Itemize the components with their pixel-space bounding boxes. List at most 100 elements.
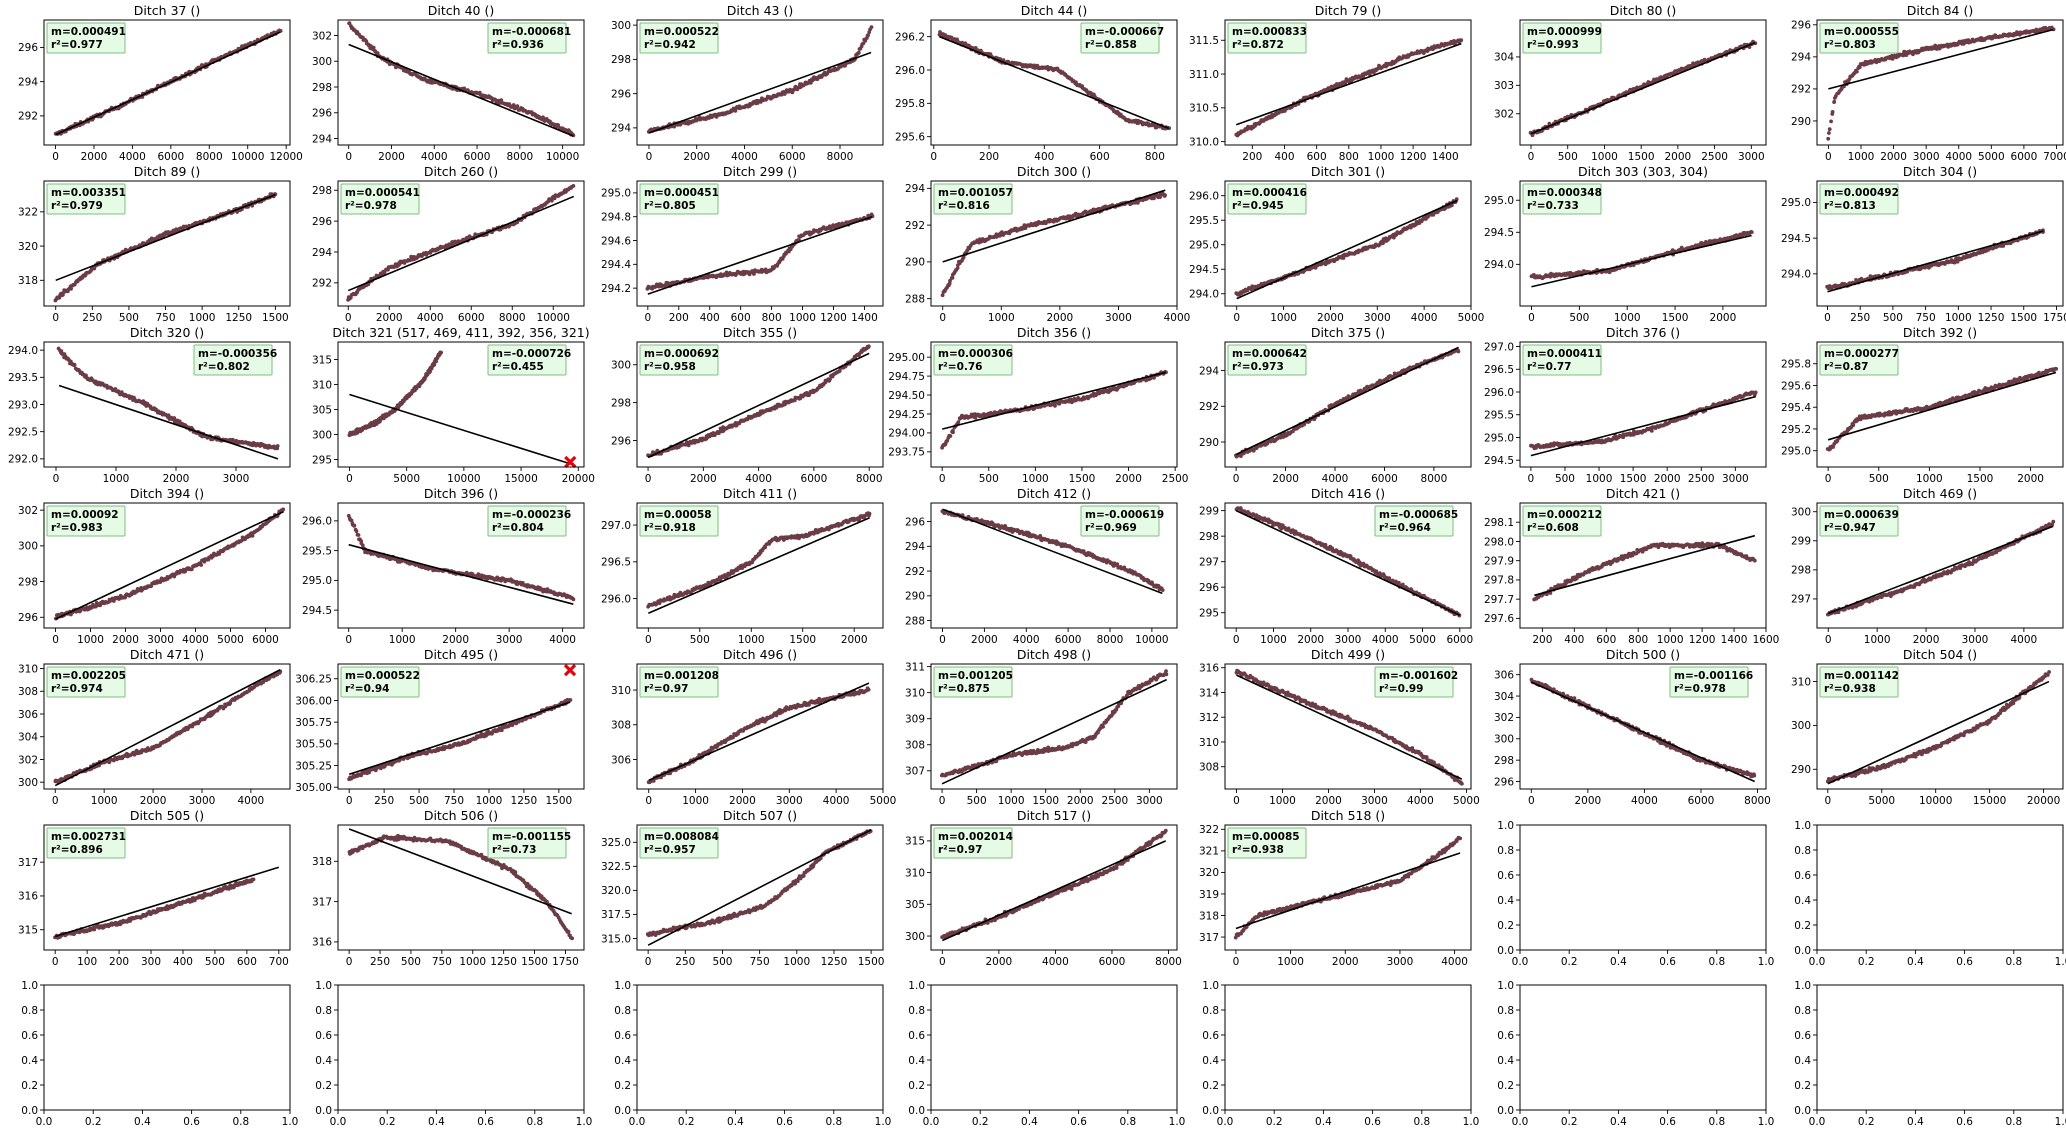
y-tick-label: 300 [905,931,925,943]
x-tick-label: 3000 [776,795,803,807]
y-tick-label: 0.6 [1497,870,1514,882]
subplot-title: Ditch 80 () [1610,3,1676,18]
x-tick-label: 3000 [1105,312,1132,324]
y-tick-label: 298 [312,82,332,94]
y-tick-label: 308 [905,740,925,752]
x-tick-label: 0 [346,956,353,968]
y-axis: 290 300 310 [1791,676,1817,776]
subplot-title: Ditch 37 () [134,3,200,18]
y-tick-label: 311.5 [1189,35,1219,47]
x-tick-label: 1500 [1662,312,1689,324]
data-points [346,513,576,602]
y-axis: 0.0 0.2 0.4 0.6 0.8 1.0 [1497,820,1520,957]
y-tick-label: 0.6 [21,1030,38,1042]
y-tick-label: 308 [611,720,631,732]
axes-frame [43,502,291,629]
y-tick-label: 294.5 [1484,227,1514,239]
subplot-44: 0.0 0.2 0.4 0.6 0.8 1.0 0.0 0.2 0.4 0.6 0.8 1.0 [315,980,592,1128]
y-tick-label: 0.0 [315,1105,332,1117]
axes-frame [1519,19,1767,146]
x-tick-label: 3000 [496,634,523,646]
fit-line [1827,230,2044,293]
x-tick-label: 1.0 [576,1116,593,1128]
x-tick-label: 2000 [690,473,717,485]
x-tick-label: 1000 [1260,634,1287,646]
r2-label: r²=0.77 [1527,361,1571,373]
y-tick-label: 295.0 [1484,195,1514,207]
y-tick-label: 0.2 [1497,1080,1514,1092]
y-tick-label: 310.0 [1189,136,1219,148]
r2-label: r²=0.87 [1824,361,1868,373]
x-tick-label: 1250 [490,956,517,968]
y-axis: 292 294 296 [18,42,44,123]
y-tick-label: 294.00 [888,428,925,440]
x-tick-label: 1250 [511,795,538,807]
y-axis: 292.0 292.5 293.0 293.5 294.0 [8,345,44,466]
subplot-45: 0.0 0.2 0.4 0.6 0.8 1.0 0.0 0.2 0.4 0.6 0.8 1.0 [614,980,891,1128]
y-axis: 288 290 292 294 [905,183,931,305]
slope-label: m=-0.001602 [1379,670,1458,682]
scatter-points [1532,541,1757,602]
y-tick-label: 310 [312,379,332,391]
slope-label: m=0.000833 [1232,26,1307,38]
y-tick-label: 0.4 [1497,1055,1514,1067]
x-tick-label: 0 [645,634,652,646]
x-tick-label: 500 [409,795,429,807]
x-tick-label: 0.2 [1561,1116,1578,1128]
axes-frame [43,663,291,790]
y-tick-label: 305 [905,899,925,911]
axes-frame [1224,984,1472,1111]
x-tick-label: 1000 [459,956,486,968]
y-tick-label: 294.25 [888,409,925,421]
y-tick-label: 298 [611,397,631,409]
x-axis: 0 2000 4000 6000 8000 10000 [939,628,1169,646]
fit-line [1236,199,1458,300]
x-tick-label: 800 [762,312,782,324]
x-axis: 0 250 500 750 1000 1250 1500 1750 [346,950,579,968]
y-tick-label: 296.0 [601,593,631,605]
y-tick-label: 0.8 [315,1005,332,1017]
subplot-title: Ditch 376 () [1606,325,1680,340]
y-tick-label: 317 [312,896,332,908]
fit-line [942,508,1163,595]
fit-line [1235,42,1462,126]
x-tick-label: 500 [401,956,421,968]
y-tick-label: 303 [1494,80,1514,92]
subplot-title: Ditch 507 () [723,808,797,823]
y-tick-label: 302 [1494,109,1514,121]
x-tick-label: 5000 [870,795,897,807]
data-points [646,25,874,134]
y-tick-label: 290 [1199,437,1219,449]
x-axis: 200 400 600 800 1000 1200 1400 [1242,145,1459,163]
y-axis: 296 298 300 [611,360,637,447]
subplot-title: Ditch 469 () [1903,486,1977,501]
y-tick-label: 297.0 [1484,341,1514,353]
x-tick-label: 1500 [1967,473,1994,485]
fit-line [348,828,572,915]
y-axis: 0.0 0.2 0.4 0.6 0.8 1.0 [1497,980,1520,1117]
y-tick-label: 0.4 [21,1055,38,1067]
y-tick-label: 0.6 [614,1030,631,1042]
data-points [1825,366,2059,452]
y-tick-label: 290 [905,257,925,269]
y-tick-label: 0.6 [1794,1030,1811,1042]
y-tick-label: 1.0 [1497,980,1514,992]
slope-label: m=-0.000236 [492,509,571,521]
x-tick-label: 2500 [1162,473,1189,485]
y-axis: 294 296 298 300 [611,20,637,135]
y-axis: 300 302 304 306 308 310 [18,663,44,789]
subplot-title: Ditch 375 () [1311,325,1385,340]
subplot-48: 0.0 0.2 0.4 0.6 0.8 1.0 0.0 0.2 0.4 0.6 0.8 1.0 [1497,980,1774,1128]
r2-label: r²=0.977 [51,39,103,51]
scatter-points [1234,38,1464,138]
y-tick-label: 300 [1791,507,1811,519]
x-tick-label: 0 [1528,151,1535,163]
x-tick-label: 0.6 [1070,1116,1087,1128]
